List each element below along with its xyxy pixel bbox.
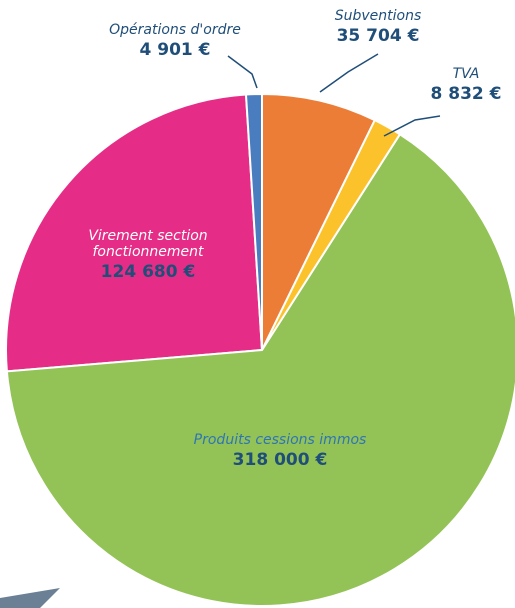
- value-label: 4 901 €: [139, 40, 211, 61]
- leader-line: [227, 55, 258, 89]
- slice-label: Subventions 35 704 €: [298, 8, 458, 47]
- decoration: [0, 588, 60, 608]
- value-label: 318 000 €: [232, 450, 328, 471]
- pie-slice: [5, 93, 264, 373]
- pie-slice: [261, 92, 377, 351]
- slice-label: TVA 8 832 €: [406, 66, 515, 105]
- category-name: Opérations d'ordre: [109, 22, 241, 38]
- value-label: 35 704 €: [336, 26, 420, 47]
- pie-slice: [244, 92, 263, 351]
- slice-label: Opérations d'ordre 4 901 €: [85, 22, 265, 61]
- value-label: 8 832 €: [430, 84, 502, 105]
- slice-label: Produits cessions immos 318 000 €: [160, 432, 400, 471]
- pie-slice: [5, 132, 515, 607]
- slice-label: Virement section fonctionnement 124 680 €: [63, 228, 233, 283]
- value-label: 124 680 €: [100, 262, 196, 283]
- category-name: Subventions: [334, 8, 422, 24]
- leader-line: [319, 53, 379, 93]
- category-name: Virement section fonctionnement: [88, 228, 208, 261]
- category-name: Produits cessions immos: [193, 432, 367, 448]
- category-name: TVA: [452, 66, 480, 82]
- leader-line: [383, 115, 441, 137]
